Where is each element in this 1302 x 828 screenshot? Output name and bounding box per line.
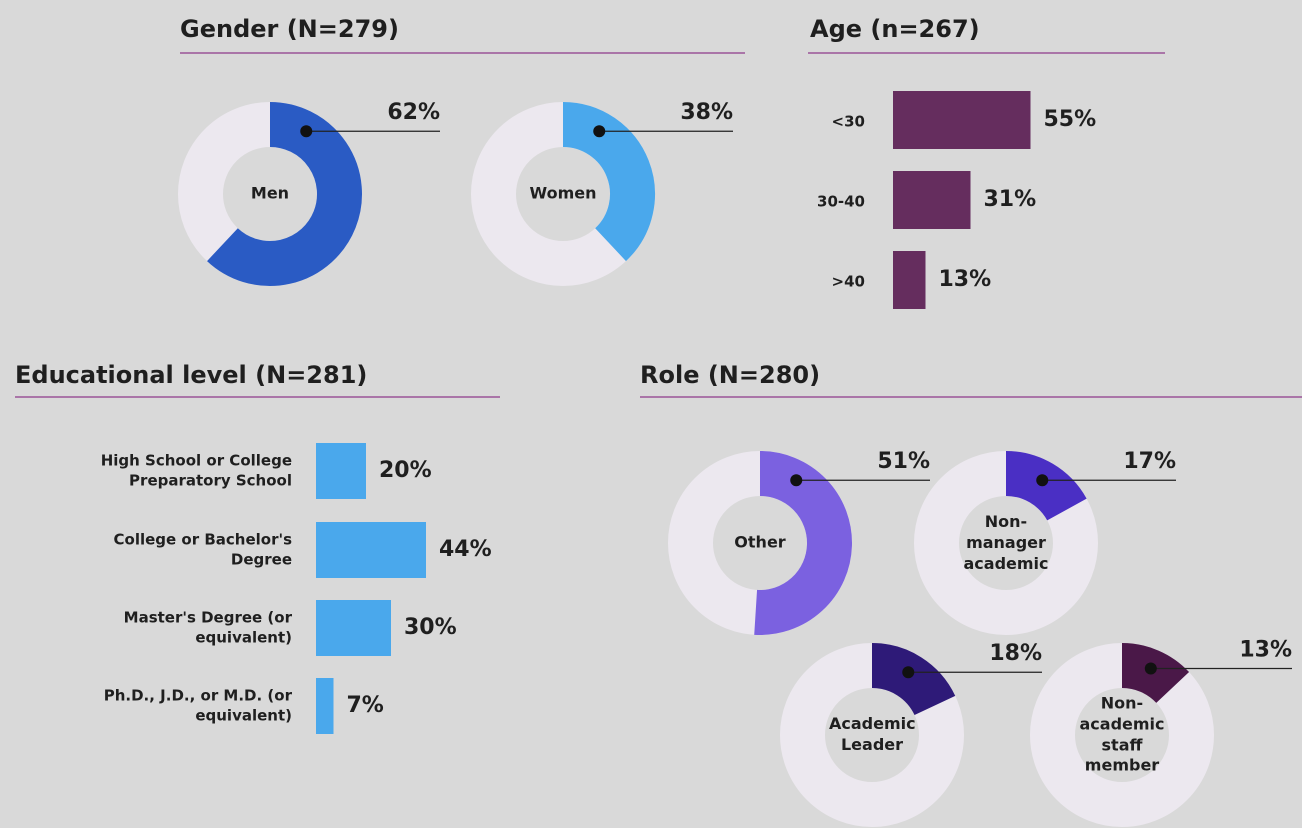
value-label: 62% (387, 100, 440, 125)
value-label: 30% (404, 615, 457, 640)
donut-center-label: Men (250, 183, 290, 203)
donut-center-label: Women (529, 183, 597, 203)
leader-dot (1144, 662, 1157, 675)
category-label: >40 (832, 273, 865, 291)
value-label: 51% (877, 449, 930, 474)
donut-center-label: Non-academic staff member (1079, 693, 1165, 775)
donut-center-label: Other (734, 532, 786, 552)
chart-title: Educational level (N=281) (15, 361, 367, 389)
donut-center-label: Academic Leader (829, 714, 916, 754)
donut-segment (562, 102, 655, 262)
leader-dot (1036, 474, 1049, 487)
category-label: 30-40 (817, 193, 865, 211)
bar (316, 600, 391, 656)
category-label: College or Bachelor's Degree (113, 530, 293, 569)
bar (316, 522, 426, 578)
value-label: 18% (989, 641, 1042, 666)
value-label: 13% (939, 267, 992, 292)
value-label: 20% (379, 458, 432, 483)
chart-title: Gender (N=279) (180, 15, 399, 43)
bar (893, 91, 1031, 149)
bar (316, 678, 334, 734)
category-label: Master's Degree (or equivalent) (123, 608, 292, 647)
leader-dot (300, 125, 313, 138)
leader-dot (790, 474, 803, 487)
category-label: <30 (832, 113, 865, 131)
bar (893, 251, 926, 309)
chart-title: Age (n=267) (810, 15, 980, 43)
leader-dot (593, 125, 606, 138)
value-label: 38% (680, 100, 733, 125)
value-label: 55% (1044, 107, 1097, 132)
category-label: Ph.D., J.D., or M.D. (or equivalent) (103, 686, 292, 725)
value-label: 31% (984, 187, 1037, 212)
value-label: 44% (439, 537, 492, 562)
value-label: 17% (1123, 449, 1176, 474)
value-label: 13% (1239, 637, 1292, 662)
bar (316, 443, 366, 499)
leader-dot (902, 666, 915, 679)
chart-title: Role (N=280) (640, 361, 820, 389)
category-label: High School or College Preparatory Schoo… (100, 451, 292, 490)
donut-center-label: Non-manager academic (963, 511, 1049, 573)
bar (893, 171, 971, 229)
value-label: 7% (347, 693, 384, 718)
